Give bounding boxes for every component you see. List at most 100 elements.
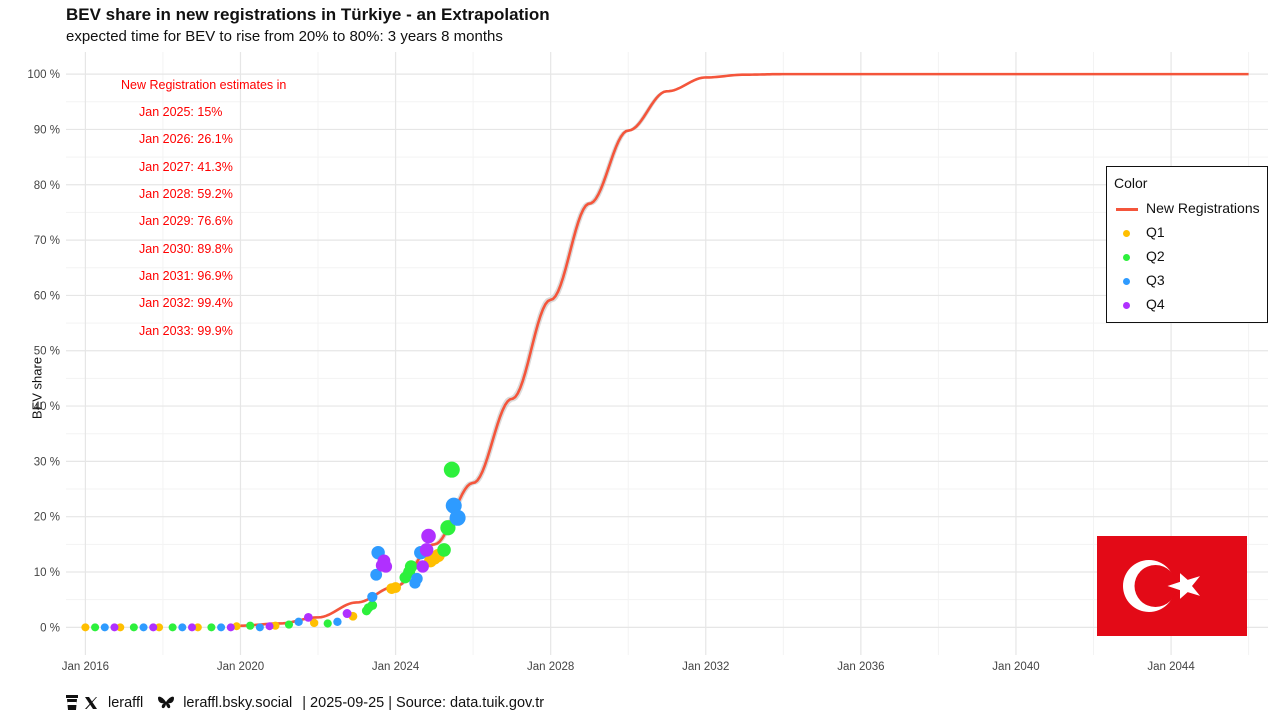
legend-entry-q1: Q1	[1107, 222, 1267, 242]
x-tick-label: Jan 2016	[62, 661, 109, 673]
x-tick-label: Jan 2032	[682, 661, 729, 673]
data-point-q4	[149, 623, 158, 632]
data-point-q3	[370, 568, 383, 581]
data-point-q4	[110, 623, 119, 632]
flag-crescent-inner	[1134, 565, 1177, 607]
legend-title: Color	[1114, 175, 1148, 191]
legend-label: New Registrations	[1146, 200, 1260, 216]
y-tick-label: 20 %	[34, 512, 60, 524]
data-point-q2	[129, 623, 138, 632]
legend-entry-q3: Q3	[1107, 270, 1267, 290]
butterfly-icon	[158, 696, 175, 709]
footer-rest: | 2025-09-25 | Source: data.tuik.gov.tr	[302, 695, 545, 711]
legend-dot-key	[1123, 254, 1130, 261]
data-point-q4	[379, 560, 393, 573]
data-point-q2	[440, 520, 456, 536]
data-point-q2	[246, 621, 255, 630]
legend-entry-new-registrations: New Registrations	[1107, 198, 1267, 218]
bsky-handle[interactable]: leraffl.bsky.social	[183, 695, 293, 711]
estimate-item: Jan 2031: 96.9%	[139, 269, 233, 283]
y-axis-label: BEV share	[29, 356, 45, 420]
data-point-q3	[255, 623, 264, 632]
y-tick-label: 30 %	[34, 456, 60, 468]
data-point-q1	[155, 623, 164, 632]
y-tick-label: 60 %	[34, 290, 60, 302]
data-point-q2	[284, 620, 294, 629]
estimate-item: Jan 2032: 99.4%	[139, 296, 233, 310]
estimates-heading: New Registration estimates in	[121, 78, 287, 92]
data-point-q3	[411, 572, 423, 585]
data-point-q4	[265, 622, 274, 631]
data-point-q4	[188, 623, 197, 632]
x-tick-label: Jan 2040	[992, 661, 1039, 673]
flag-star	[1167, 573, 1200, 599]
data-point-q3	[100, 623, 109, 632]
data-point-q2	[443, 461, 460, 478]
data-point-q1	[116, 623, 125, 632]
data-point-q4	[419, 543, 434, 557]
legend-label: Q4	[1146, 296, 1165, 312]
data-point-q4	[226, 623, 235, 632]
y-tick-label: 40 %	[34, 401, 60, 413]
x-handle[interactable]: leraffl	[108, 695, 144, 711]
chart-subtitle: expected time for BEV to rise from 20% t…	[66, 28, 503, 45]
chart-title: BEV share in new registrations in Türkiy…	[66, 5, 550, 24]
y-tick-label: 10 %	[34, 567, 60, 579]
legend-dot-key	[1123, 278, 1130, 285]
data-point-q2	[367, 600, 378, 611]
data-point-q3	[217, 623, 226, 632]
data-point-q4	[303, 612, 313, 622]
data-point-q3	[139, 623, 148, 632]
legend-entry-q4: Q4	[1107, 294, 1267, 314]
estimate-item: Jan 2029: 76.6%	[139, 214, 233, 228]
estimate-item: Jan 2026: 26.1%	[139, 132, 233, 146]
data-point-q4	[342, 609, 352, 619]
data-point-q1	[271, 621, 280, 630]
data-point-q3	[294, 617, 303, 627]
data-point-q3	[445, 497, 462, 514]
legend-label: Q2	[1146, 248, 1165, 264]
y-tick-label: 80 %	[34, 180, 60, 192]
y-tick-label: 100 %	[27, 69, 60, 81]
legend-line-key	[1116, 208, 1138, 211]
coffee-cup-icon	[66, 695, 78, 710]
data-point-q3	[178, 623, 187, 632]
estimate-item: Jan 2028: 59.2%	[139, 187, 233, 201]
data-point-q2	[207, 623, 216, 632]
legend-label: Q1	[1146, 224, 1165, 240]
y-tick-label: 70 %	[34, 235, 60, 247]
data-point-q2	[437, 543, 451, 557]
data-point-q2	[404, 560, 418, 573]
y-tick-label: 90 %	[34, 124, 60, 136]
data-point-q3	[367, 591, 378, 603]
x-tick-label: Jan 2044	[1147, 661, 1195, 673]
footer: leraffl leraffl.bsky.social | 2025-09-25…	[66, 695, 544, 711]
legend-label: Q3	[1146, 272, 1165, 288]
data-point-q2	[168, 623, 177, 632]
data-point-q1	[309, 618, 319, 628]
x-tick-label: Jan 2020	[217, 661, 264, 673]
data-point-q2	[91, 623, 100, 632]
x-tick-label: Jan 2036	[837, 661, 884, 673]
x-tick-label: Jan 2028	[527, 661, 574, 673]
turkey-flag	[1097, 536, 1247, 636]
estimate-item: Jan 2025: 15%	[139, 105, 223, 119]
legend: Color New Registrations Q1 Q2 Q3 Q4	[1106, 166, 1268, 323]
y-tick-label: 0 %	[40, 622, 60, 634]
data-point-q3	[449, 509, 466, 526]
legend-entry-q2: Q2	[1107, 246, 1267, 266]
x-tick-label: Jan 2024	[372, 661, 420, 673]
x-logo-icon	[85, 697, 97, 709]
estimate-item: Jan 2027: 41.3%	[139, 160, 233, 174]
estimate-item: Jan 2033: 99.9%	[139, 324, 233, 338]
legend-dot-key	[1123, 302, 1130, 309]
data-point-q1	[193, 623, 202, 632]
y-tick-label: 50 %	[34, 346, 60, 358]
data-point-q1	[390, 582, 401, 593]
estimate-item: Jan 2030: 89.8%	[139, 242, 233, 256]
data-point-q4	[416, 560, 429, 573]
data-point-q4	[421, 528, 436, 544]
data-point-q3	[333, 617, 342, 627]
data-point-q1	[81, 623, 90, 632]
